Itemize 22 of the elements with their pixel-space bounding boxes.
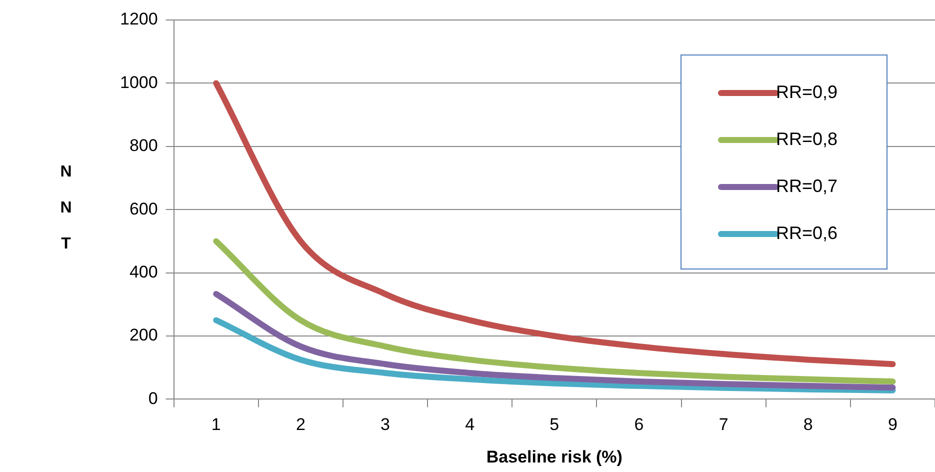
y-axis-title: NNT	[60, 163, 72, 252]
legend-label: RR=0,7	[776, 176, 838, 196]
legend-label: RR=0,6	[776, 222, 838, 243]
y-tick-label: 0	[148, 388, 158, 408]
x-tick-label: 5	[550, 415, 560, 434]
x-tick-label: 7	[718, 415, 728, 434]
x-tick-label: 2	[296, 415, 306, 434]
legend-label: RR=0,9	[776, 82, 838, 102]
y-tick-label: 600	[129, 199, 158, 218]
x-tick-label: 4	[465, 415, 475, 434]
y-tick-label: 200	[129, 326, 158, 345]
x-tick-label: 3	[380, 415, 390, 434]
y-tick-label: 1000	[120, 72, 158, 92]
y-tick-label: 1200	[120, 10, 158, 29]
x-tick-label: 1	[211, 415, 221, 434]
x-tick-label: 9	[888, 415, 898, 434]
y-tick-label: 800	[129, 136, 158, 156]
x-tick-label: 8	[803, 415, 813, 434]
y-tick-label: 400	[129, 262, 158, 282]
x-axis-title: Baseline risk (%)	[486, 447, 622, 466]
x-tick-label: 6	[634, 415, 644, 434]
legend-label: RR=0,8	[776, 128, 838, 149]
